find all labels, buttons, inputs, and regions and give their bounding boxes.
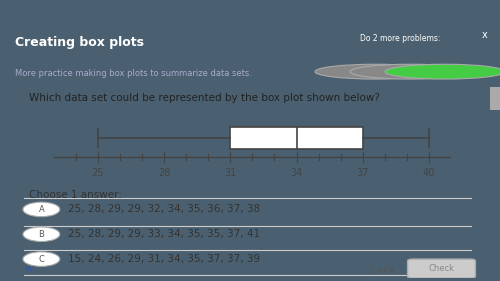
Text: A: A	[38, 205, 44, 214]
Text: 25: 25	[92, 168, 104, 178]
Text: 31: 31	[224, 168, 236, 178]
Text: Do 2 more problems:: Do 2 more problems:	[360, 34, 440, 43]
Text: 25, 28, 29, 29, 33, 34, 35, 35, 37, 41: 25, 28, 29, 29, 33, 34, 35, 35, 37, 41	[68, 229, 260, 239]
Text: Choose 1 answer:: Choose 1 answer:	[29, 190, 122, 200]
Text: 28: 28	[158, 168, 170, 178]
Circle shape	[350, 64, 470, 79]
Text: Creating box plots: Creating box plots	[15, 36, 144, 49]
Text: 15, 24, 26, 29, 31, 34, 35, 37, 37, 39: 15, 24, 26, 29, 31, 34, 35, 37, 37, 39	[68, 254, 260, 264]
Text: x: x	[482, 30, 488, 40]
Circle shape	[315, 64, 435, 79]
Text: 25, 28, 29, 29, 32, 34, 35, 36, 37, 38: 25, 28, 29, 29, 32, 34, 35, 36, 37, 38	[68, 204, 260, 214]
Text: B: B	[38, 230, 44, 239]
Text: 37: 37	[356, 168, 369, 178]
Circle shape	[23, 227, 60, 241]
Circle shape	[385, 64, 500, 79]
Text: Which data set could be represented by the box plot shown below?: Which data set could be represented by t…	[29, 93, 380, 103]
Text: C: C	[38, 255, 44, 264]
Text: Check: Check	[428, 264, 454, 273]
FancyBboxPatch shape	[408, 259, 476, 278]
Circle shape	[23, 202, 60, 217]
Bar	[230, 126, 363, 149]
Text: 40: 40	[423, 168, 435, 178]
Text: ✏: ✏	[24, 266, 34, 276]
Circle shape	[23, 252, 60, 266]
Text: More practice making box plots to summarize data sets.: More practice making box plots to summar…	[15, 69, 252, 78]
Text: 34: 34	[290, 168, 302, 178]
Text: 3 of 4: 3 of 4	[369, 266, 394, 275]
Bar	[490, 87, 500, 110]
